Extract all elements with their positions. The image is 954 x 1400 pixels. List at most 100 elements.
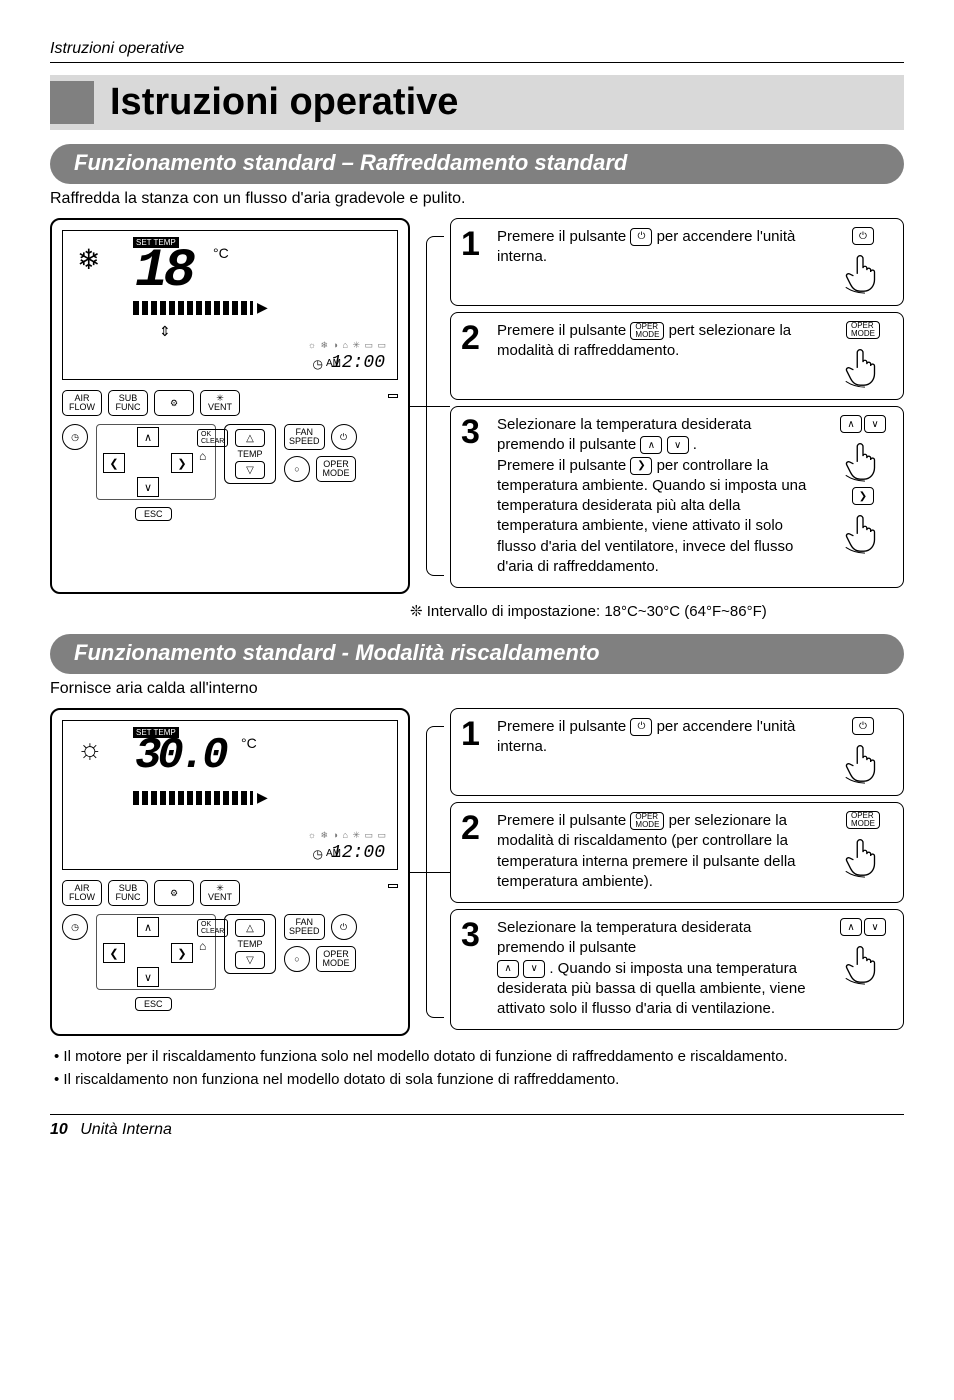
nav-cluster: ∧ ∨ ❮ ❯ OK CLEAR ⌂ ESC (96, 914, 216, 990)
section1-heading: Funzionamento standard – Raffreddamento … (50, 144, 904, 184)
hand-icon (840, 343, 886, 389)
slider-icon (388, 884, 398, 888)
temp-column: △ TEMP ▽ (224, 914, 276, 974)
btn-vent: ✳ VENT (200, 390, 240, 416)
power-keycap-icon: ⏻ (852, 227, 874, 245)
temp-up: △ (235, 429, 265, 447)
btn-schedule: ◷ (62, 914, 88, 940)
bullet-1: • Il motore per il riscaldamento funzion… (50, 1046, 904, 1067)
btn-vent: ✳ VENT (200, 880, 240, 906)
footer-bullets: • Il motore per il riscaldamento funzion… (50, 1046, 904, 1090)
btn-esc: ESC (135, 997, 172, 1011)
step-num: 1 (461, 227, 487, 261)
lcd-clock: 12:00 (331, 353, 385, 373)
up-keycap: ∧ (497, 960, 519, 978)
btn-power: ⏻ (331, 424, 357, 450)
right-keycap: ❯ (630, 457, 652, 475)
controls-row-2: ◷ ∧ ∨ ❮ ❯ OK CLEAR ⌂ ESC △ TEMP ▽ FAN SP… (62, 914, 398, 990)
header-rule (50, 62, 904, 63)
btn-airflow: AIR FLOW (62, 390, 102, 416)
step-body: Premere il pulsante ⏻ per accendere l'un… (497, 717, 823, 758)
step-body: Premere il pulsante OPER MODE pert selez… (497, 321, 823, 362)
page-footer: 10 Unità Interna (50, 1114, 904, 1139)
nav-down: ∨ (137, 477, 159, 497)
btn-ok: OK CLEAR (197, 429, 228, 447)
step-num: 1 (461, 717, 487, 751)
step-num: 3 (461, 415, 487, 449)
power-keycap-icon: ⏻ (852, 717, 874, 735)
btn-airflow: AIR FLOW (62, 880, 102, 906)
step-num: 2 (461, 321, 487, 355)
step-2-2: 2 Premere il pulsante OPER MODE per sele… (450, 802, 904, 903)
btn-subfunc: SUB FUNC (108, 390, 148, 416)
lcd-clock: 12:00 (331, 843, 385, 863)
section1-steps: 1 Premere il pulsante ⏻ per accendere l'… (450, 218, 904, 594)
home-icon: ⌂ (199, 449, 206, 463)
up-keycap-icon: ∧ (840, 415, 862, 433)
hand-icon (840, 739, 886, 785)
lcd-unit: °C (213, 245, 229, 261)
btn-opermode: OPER MODE (316, 456, 356, 482)
temp-up: △ (235, 919, 265, 937)
step-text: Premere il pulsante (497, 322, 630, 339)
lcd-temp: 18 (135, 241, 192, 302)
step-num: 3 (461, 918, 487, 952)
hand-icon (840, 437, 886, 483)
connector-1 (410, 218, 450, 594)
title-bar: Istruzioni operative (50, 75, 904, 130)
nav-right: ❯ (171, 943, 193, 963)
section2-panel: ☼ SET TEMP 30.0 °C ▶ ☼ ❄ ◑ ⌂ ✳ ▭ ▭ ◷ AM … (50, 708, 904, 1036)
remote-illustration-1: ❄ SET TEMP 18 °C ▶ ⇕ ☼ ❄ ◑ ⌂ ✳ ▭ ▭ ◷ AM … (50, 218, 410, 594)
power-keycap: ⏻ (630, 718, 652, 736)
step-num: 2 (461, 811, 487, 845)
power-keycap: ⏻ (630, 228, 652, 246)
page-number: 10 (50, 1121, 68, 1138)
hand-icon (840, 833, 886, 879)
breadcrumb: Istruzioni operative (50, 40, 904, 58)
nav-left: ❮ (103, 943, 125, 963)
nav-up: ∧ (137, 427, 159, 447)
step-text: Premere il pulsante (497, 457, 630, 474)
temp-label: TEMP (237, 449, 262, 459)
down-keycap: ∨ (523, 960, 545, 978)
section2-heading: Funzionamento standard - Modalità riscal… (50, 634, 904, 674)
btn-fanspeed: FAN SPEED (284, 424, 325, 450)
lcd-2: ☼ SET TEMP 30.0 °C ▶ ☼ ❄ ◑ ⌂ ✳ ▭ ▭ ◷ AM … (62, 720, 398, 870)
opermode-keycap: OPER MODE (630, 322, 664, 340)
step-1-2: 2 Premere il pulsante OPER MODE pert sel… (450, 312, 904, 400)
page-title: Istruzioni operative (110, 81, 458, 124)
nav-up: ∧ (137, 917, 159, 937)
lcd-modes-row: ☼ ❄ ◑ ⌂ ✳ ▭ ▭ (308, 340, 387, 351)
section2-steps: 1 Premere il pulsante ⏻ per accendere l'… (450, 708, 904, 1036)
page-label: Unità Interna (80, 1121, 172, 1138)
btn-settings: ⚙ (154, 390, 194, 416)
down-keycap-icon: ∨ (864, 918, 886, 936)
title-square (50, 81, 94, 124)
step-2-1: 1 Premere il pulsante ⏻ per accendere l'… (450, 708, 904, 796)
mode-icon: ❄ (77, 243, 100, 276)
button-row-top: AIR FLOW SUB FUNC ⚙ ✳ VENT (62, 390, 398, 416)
lcd-arrow: ▶ (257, 789, 268, 806)
step-text: Premere il pulsante (497, 228, 630, 245)
nav-right: ❯ (171, 453, 193, 473)
lcd-bars (133, 301, 253, 315)
clock-icon: ◷ (313, 357, 323, 371)
temp-down: ▽ (235, 951, 265, 969)
lcd-bars (133, 791, 253, 805)
opermode-keycap: OPER MODE (630, 812, 664, 830)
up-keycap-icon: ∧ (840, 918, 862, 936)
nav-cluster: ∧ ∨ ❮ ❯ OK CLEAR ⌂ ESC (96, 424, 216, 500)
temp-down: ▽ (235, 461, 265, 479)
btn-circle: ○ (284, 456, 310, 482)
lcd-arrow: ▶ (257, 299, 268, 316)
up-keycap: ∧ (640, 436, 662, 454)
connector-2 (410, 708, 450, 1036)
step-text: Selezionare la temperatura desiderata pr… (497, 919, 751, 956)
step-2-3: 3 Selezionare la temperatura desiderata … (450, 909, 904, 1030)
btn-power: ⏻ (331, 914, 357, 940)
step-body: Premere il pulsante OPER MODE per selezi… (497, 811, 823, 892)
lcd-updown: ⇕ (159, 323, 171, 340)
lcd-unit: °C (241, 735, 257, 751)
opermode-keycap-icon: OPERMODE (846, 321, 880, 339)
nav-left: ❮ (103, 453, 125, 473)
